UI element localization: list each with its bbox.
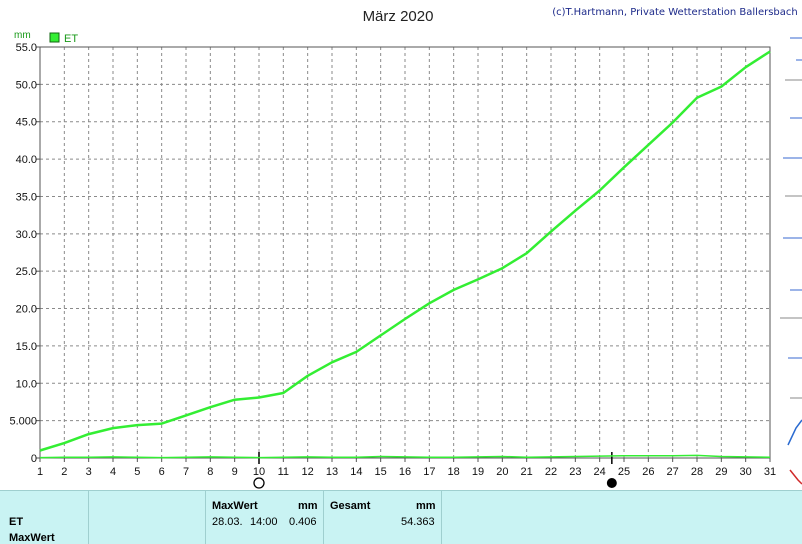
x-tick-label: 6 bbox=[159, 466, 165, 478]
x-axis: 1 2 3 4 5 6 7 8 9 10 11 12 13 14 15 16 17 18 19 20 21 22 23 24 2… bbox=[37, 458, 776, 478]
x-tick-label: 14 bbox=[350, 466, 362, 478]
series-line-et-daily bbox=[39, 454, 771, 459]
x-tick-label: 19 bbox=[472, 466, 484, 478]
x-tick-label: 16 bbox=[399, 466, 411, 478]
x-tick-label: 9 bbox=[232, 466, 238, 478]
new-moon-icon bbox=[606, 478, 617, 488]
y-tick-label: 15.0 bbox=[16, 341, 37, 353]
x-tick-label: 18 bbox=[448, 466, 460, 478]
max-header: MaxWert bbox=[212, 500, 258, 512]
x-tick-label: 11 bbox=[278, 466, 289, 478]
x-tick-label: 28 bbox=[691, 466, 703, 478]
y-tick-label: 50.0 bbox=[16, 79, 37, 91]
right-edge-decor bbox=[780, 37, 802, 485]
x-tick-label: 21 bbox=[521, 466, 533, 478]
stats-divider bbox=[441, 491, 442, 544]
stats-row-label-maxwert: MaxWert bbox=[9, 532, 55, 544]
y-tick-label: 5.000 bbox=[9, 416, 37, 428]
x-tick-label: 17 bbox=[423, 466, 435, 478]
full-moon-icon bbox=[253, 477, 265, 489]
legend-label-et: ET bbox=[64, 33, 78, 45]
x-tick-label: 10 bbox=[253, 466, 265, 478]
total-value: 54.363 bbox=[401, 516, 435, 528]
series-line-et bbox=[39, 50, 771, 452]
x-tick-label: 12 bbox=[302, 466, 314, 478]
stats-row-label-et: ET bbox=[9, 516, 24, 528]
legend: ET bbox=[49, 32, 78, 45]
x-tick-label: 23 bbox=[569, 466, 581, 478]
max-unit: mm bbox=[298, 500, 318, 512]
y-tick-label: 20.0 bbox=[16, 304, 37, 316]
x-tick-label: 26 bbox=[642, 466, 654, 478]
y-tick-label: 10.0 bbox=[16, 378, 37, 390]
stats-divider bbox=[323, 491, 324, 544]
stats-panel: ET MaxWert MaxWert mm 28.03. 14:00 0.406… bbox=[0, 490, 802, 544]
x-tick-label: 13 bbox=[326, 466, 338, 478]
y-unit-label: mm bbox=[14, 30, 31, 41]
y-tick-label: 30.0 bbox=[16, 229, 37, 241]
x-tick-label: 25 bbox=[618, 466, 630, 478]
x-tick-label: 20 bbox=[496, 466, 508, 478]
y-tick-label: 35.0 bbox=[16, 191, 37, 203]
grid bbox=[40, 47, 770, 458]
total-header: Gesamt bbox=[330, 500, 371, 512]
max-value: 0.406 bbox=[289, 516, 317, 528]
x-tick-label: 4 bbox=[110, 466, 116, 478]
legend-swatch-et bbox=[49, 32, 60, 43]
y-tick-label: 45.0 bbox=[16, 117, 37, 129]
x-tick-label: 5 bbox=[134, 466, 140, 478]
stats-divider bbox=[88, 491, 89, 544]
x-tick-label: 8 bbox=[207, 466, 213, 478]
max-time: 14:00 bbox=[250, 516, 278, 528]
credit-text: (c)T.Hartmann, Private Wetterstation Bal… bbox=[552, 7, 798, 18]
x-tick-label: 22 bbox=[545, 466, 557, 478]
max-date: 28.03. bbox=[212, 516, 243, 528]
x-tick-label: 29 bbox=[715, 466, 727, 478]
x-tick-label: 7 bbox=[183, 466, 189, 478]
moon-markers bbox=[253, 452, 617, 489]
y-axis: 0 5.000 10.0 15.0 20.0 25.0 30.0 35.0 40.0 45.0 50… bbox=[9, 42, 40, 465]
x-tick-label: 31 bbox=[764, 466, 776, 478]
chart: März 2020 (c)T.Hartmann, Private Wetters… bbox=[9, 7, 802, 489]
y-tick-label: 40.0 bbox=[16, 154, 37, 166]
x-tick-label: 1 bbox=[37, 466, 43, 478]
x-tick-label: 15 bbox=[375, 466, 387, 478]
y-tick-label: 25.0 bbox=[16, 266, 37, 278]
stats-divider bbox=[205, 491, 206, 544]
series-layer bbox=[39, 50, 771, 459]
total-unit: mm bbox=[416, 500, 436, 512]
y-tick-label: 55.0 bbox=[16, 42, 37, 54]
x-tick-label: 2 bbox=[61, 466, 67, 478]
chart-title: März 2020 bbox=[363, 8, 434, 25]
y-tick-label: 0 bbox=[31, 453, 37, 465]
x-tick-label: 24 bbox=[594, 466, 606, 478]
x-tick-label: 27 bbox=[667, 466, 679, 478]
x-tick-label: 3 bbox=[86, 466, 92, 478]
x-tick-label: 30 bbox=[740, 466, 752, 478]
